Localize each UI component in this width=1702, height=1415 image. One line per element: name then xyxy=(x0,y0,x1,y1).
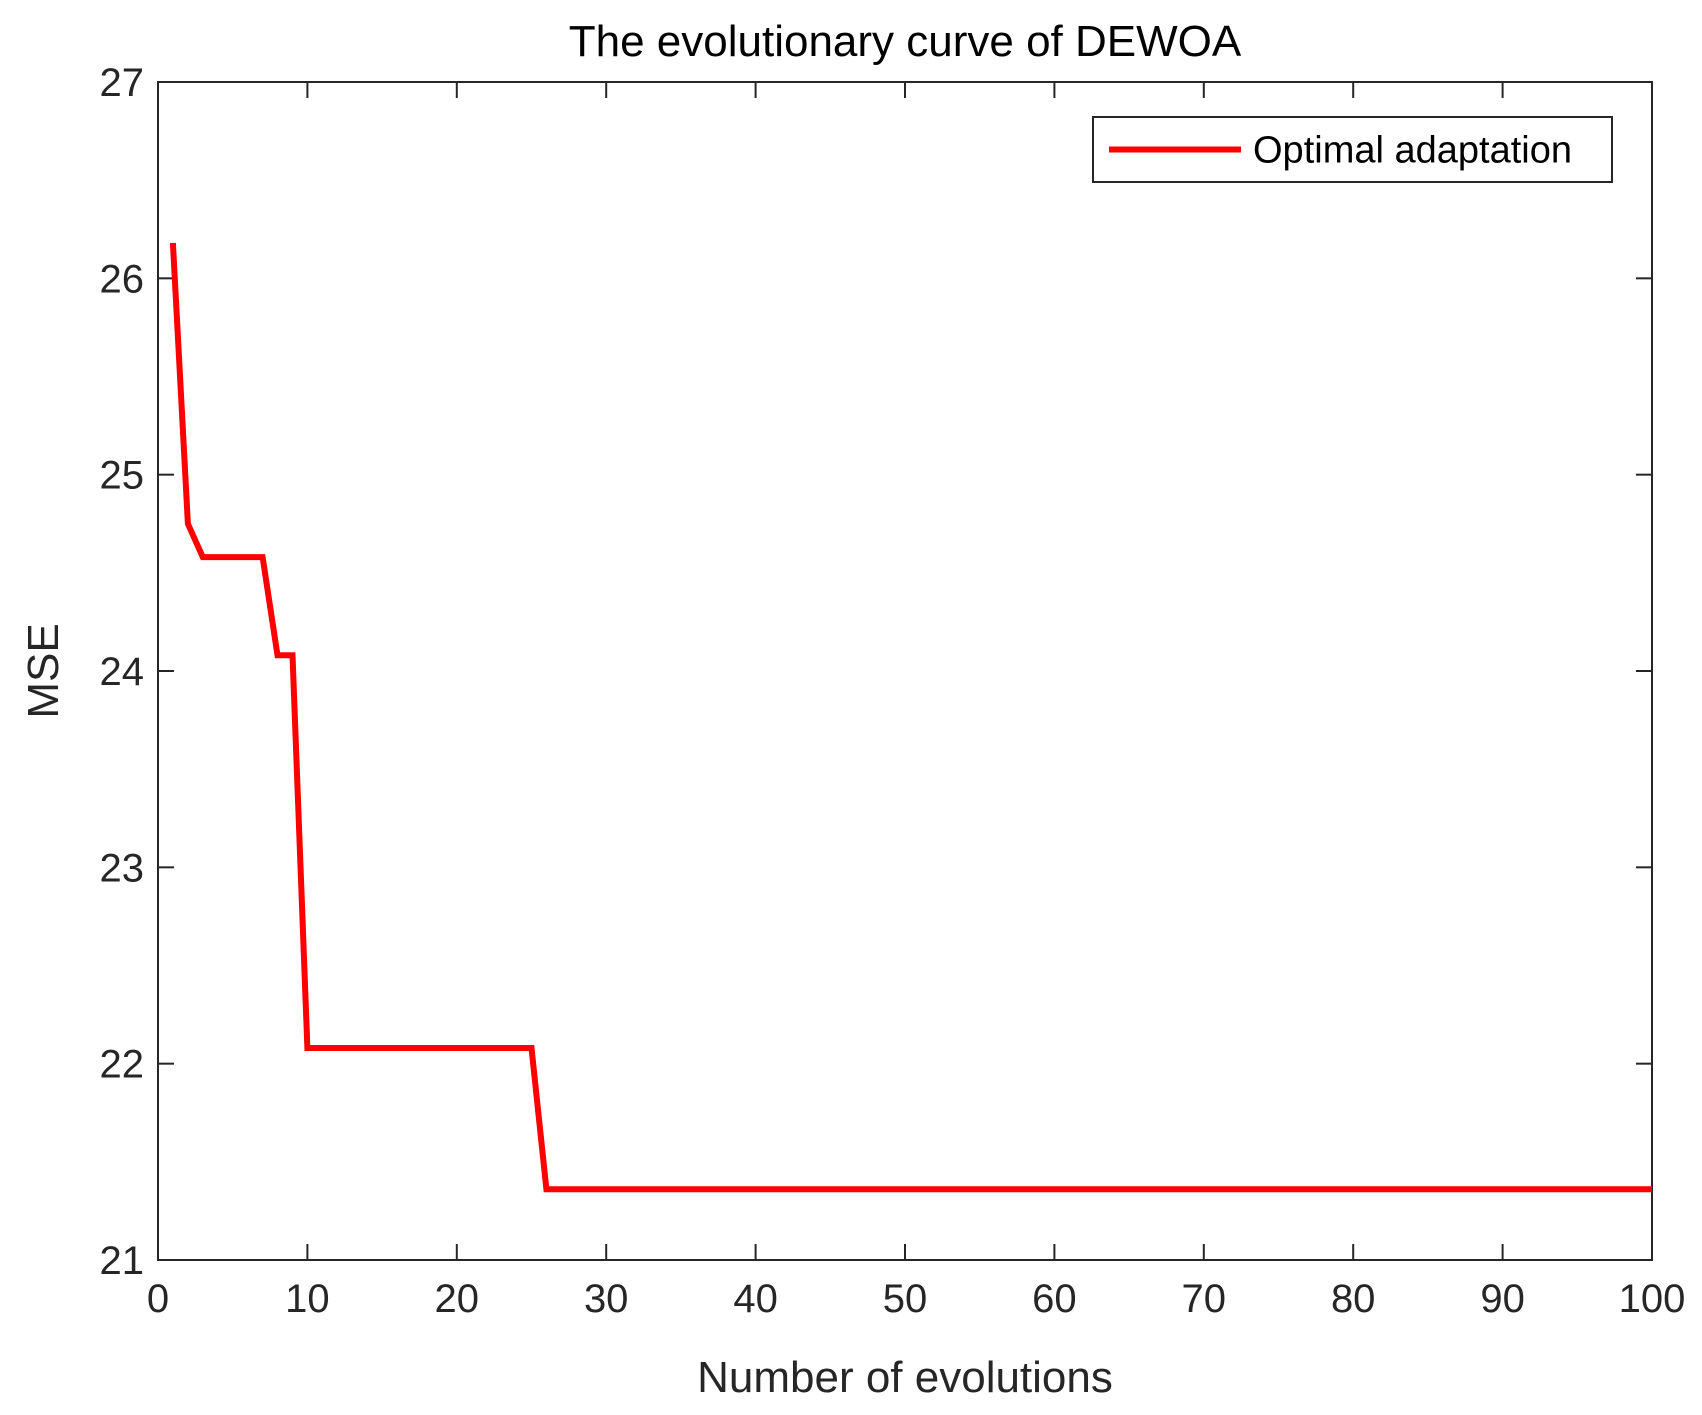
series-layer xyxy=(169,242,1652,1193)
legend-label: Optimal adaptation xyxy=(1253,130,1572,172)
x-tick-label: 60 xyxy=(1032,1277,1077,1321)
series-line-optimal-adaptation xyxy=(169,242,1652,1193)
y-tick-label: 27 xyxy=(100,61,145,105)
x-tick-label: 40 xyxy=(733,1277,778,1321)
plot-area xyxy=(157,81,1653,1261)
x-tick-label: 80 xyxy=(1331,1277,1376,1321)
y-axis-label: MSE xyxy=(19,623,68,718)
y-tick-label: 26 xyxy=(100,257,145,301)
chart-title: The evolutionary curve of DEWOA xyxy=(569,17,1242,66)
x-tick-label: 20 xyxy=(435,1277,480,1321)
x-tick-label: 50 xyxy=(883,1277,928,1321)
y-tick-label: 22 xyxy=(100,1043,145,1087)
x-axis-label: Number of evolutions xyxy=(697,1353,1113,1402)
x-tick-label: 90 xyxy=(1480,1277,1525,1321)
legend: Optimal adaptation xyxy=(1092,116,1613,183)
y-tick-label: 23 xyxy=(100,846,145,890)
axes-box xyxy=(157,81,1653,1261)
y-tick-label: 21 xyxy=(100,1239,145,1283)
x-tick-label: 70 xyxy=(1182,1277,1227,1321)
y-tick-label: 25 xyxy=(100,454,145,498)
x-tick-label: 100 xyxy=(1619,1277,1686,1321)
x-tick-label: 10 xyxy=(285,1277,330,1321)
x-tick-label: 0 xyxy=(147,1277,169,1321)
x-tick-label: 30 xyxy=(584,1277,629,1321)
ticks-layer: 0 10 20 30 40 50 60 70 80 90 100 21 22 23 24 25 26 27 xyxy=(100,61,1686,1321)
y-tick-label: 24 xyxy=(100,650,145,694)
